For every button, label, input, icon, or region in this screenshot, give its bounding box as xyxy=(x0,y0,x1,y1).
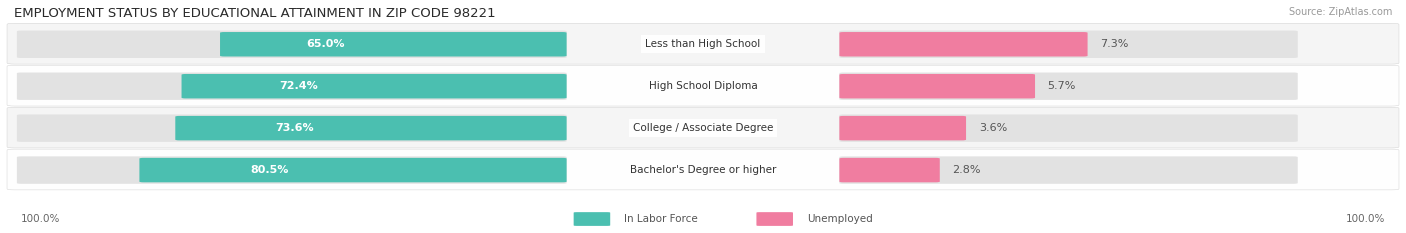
FancyBboxPatch shape xyxy=(839,158,939,182)
FancyBboxPatch shape xyxy=(839,114,1298,142)
FancyBboxPatch shape xyxy=(176,116,567,140)
FancyBboxPatch shape xyxy=(839,156,1298,184)
FancyBboxPatch shape xyxy=(839,116,966,140)
FancyBboxPatch shape xyxy=(756,212,793,226)
FancyBboxPatch shape xyxy=(574,212,610,226)
Text: 73.6%: 73.6% xyxy=(276,123,314,133)
FancyBboxPatch shape xyxy=(839,31,1298,58)
Text: 65.0%: 65.0% xyxy=(307,39,344,49)
FancyBboxPatch shape xyxy=(17,114,567,142)
Text: High School Diploma: High School Diploma xyxy=(648,81,758,91)
FancyBboxPatch shape xyxy=(7,149,1399,190)
Text: 7.3%: 7.3% xyxy=(1101,39,1129,49)
Text: 3.6%: 3.6% xyxy=(979,123,1007,133)
FancyBboxPatch shape xyxy=(139,158,567,182)
Text: Bachelor's Degree or higher: Bachelor's Degree or higher xyxy=(630,165,776,175)
FancyBboxPatch shape xyxy=(839,72,1298,100)
Text: College / Associate Degree: College / Associate Degree xyxy=(633,123,773,133)
Text: 80.5%: 80.5% xyxy=(250,165,288,175)
Text: 100.0%: 100.0% xyxy=(1346,214,1385,224)
FancyBboxPatch shape xyxy=(7,107,1399,148)
Text: 100.0%: 100.0% xyxy=(21,214,60,224)
Text: Unemployed: Unemployed xyxy=(807,214,873,224)
FancyBboxPatch shape xyxy=(7,65,1399,106)
Text: Less than High School: Less than High School xyxy=(645,39,761,49)
FancyBboxPatch shape xyxy=(17,31,567,58)
Text: EMPLOYMENT STATUS BY EDUCATIONAL ATTAINMENT IN ZIP CODE 98221: EMPLOYMENT STATUS BY EDUCATIONAL ATTAINM… xyxy=(14,7,496,20)
FancyBboxPatch shape xyxy=(181,74,567,98)
Text: Source: ZipAtlas.com: Source: ZipAtlas.com xyxy=(1288,7,1392,17)
Text: 5.7%: 5.7% xyxy=(1047,81,1076,91)
FancyBboxPatch shape xyxy=(17,156,567,184)
FancyBboxPatch shape xyxy=(7,23,1399,64)
Text: In Labor Force: In Labor Force xyxy=(624,214,697,224)
Text: 72.4%: 72.4% xyxy=(280,81,318,91)
Text: 2.8%: 2.8% xyxy=(952,165,981,175)
FancyBboxPatch shape xyxy=(839,74,1035,98)
FancyBboxPatch shape xyxy=(17,72,567,100)
FancyBboxPatch shape xyxy=(839,32,1088,56)
FancyBboxPatch shape xyxy=(221,32,567,56)
